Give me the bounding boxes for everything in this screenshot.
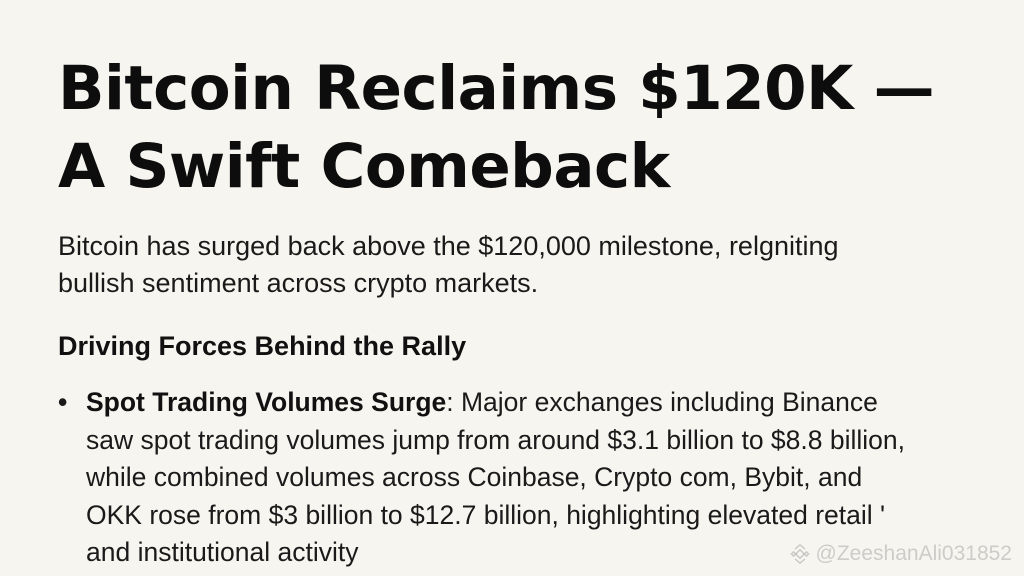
article-lede: Bitcoin has surged back above the $120,0… bbox=[58, 228, 988, 302]
bullet-line-5: and institutional activity bbox=[86, 537, 359, 567]
lede-line-2: bullish sentiment across crypto markets. bbox=[58, 268, 539, 298]
binance-logo-icon bbox=[789, 543, 810, 565]
bullet-line-4: OKK rose from $3 billion to $12.7 billio… bbox=[86, 499, 886, 530]
lede-line-1: Bitcoin has surged back above the $120,0… bbox=[58, 231, 839, 261]
bullet-line-1-text: : Major exchanges including Binance bbox=[446, 387, 878, 417]
bullet-line-3: while combined volumes across Coinbase, … bbox=[86, 462, 863, 492]
list-item: • Spot Trading Volumes Surge: Major exch… bbox=[58, 384, 998, 572]
bullet-list: • Spot Trading Volumes Surge: Major exch… bbox=[58, 384, 998, 572]
article-headline: Bitcoin Reclaims $120K — A Swift Comebac… bbox=[58, 50, 998, 206]
bullet-line-2: saw spot trading volumes jump from aroun… bbox=[86, 424, 906, 455]
headline-line-1: Bitcoin Reclaims $120K — bbox=[58, 53, 935, 124]
bullet-title: Spot Trading Volumes Surge bbox=[86, 387, 447, 417]
watermark-text: @ZeeshanAli031852 bbox=[815, 542, 1012, 565]
bullet-marker: • bbox=[58, 387, 68, 417]
headline-line-2: A Swift Comeback bbox=[58, 131, 670, 202]
watermark: @ZeeshanAli031852 bbox=[789, 542, 1012, 566]
bullet-line-1: Spot Trading Volumes Surge: Major exchan… bbox=[86, 384, 998, 422]
section-heading: Driving Forces Behind the Rally bbox=[58, 331, 467, 361]
